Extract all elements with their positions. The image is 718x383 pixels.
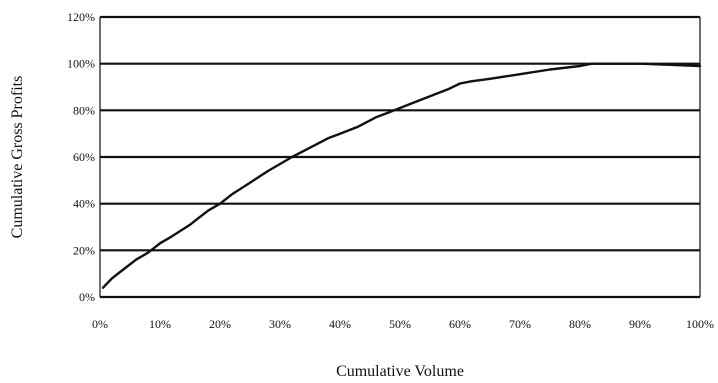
y-axis-title: Cumulative Gross Profits [9, 76, 26, 239]
curve-data-points [102, 62, 701, 288]
x-tick-label: 40% [329, 317, 351, 331]
x-tick-label: 60% [449, 317, 471, 331]
x-tick-label: 90% [629, 317, 651, 331]
x-axis-title: Cumulative Volume [336, 363, 464, 380]
y-tick-label: 60% [73, 150, 95, 164]
x-tick-label: 30% [269, 317, 291, 331]
x-tick-label: 20% [209, 317, 231, 331]
x-tick-label: 80% [569, 317, 591, 331]
y-tick-labels: 0% 20% 40% 60% 80% 100% 120% [67, 10, 95, 304]
y-tick-label: 120% [67, 10, 95, 24]
horizontal-gridlines [100, 15, 700, 299]
y-tick-label: 40% [73, 197, 95, 211]
y-tick-label: 100% [67, 57, 95, 71]
x-tick-label: 50% [389, 317, 411, 331]
y-tick-label: 80% [73, 103, 95, 117]
x-tick-label: 10% [149, 317, 171, 331]
x-tick-label: 100% [686, 317, 714, 331]
cumulative-profit-line [101, 62, 702, 289]
y-tick-label: 20% [73, 243, 95, 257]
x-tick-label: 0% [92, 317, 108, 331]
y-tick-label: 0% [79, 290, 95, 304]
x-tick-label: 70% [509, 317, 531, 331]
x-tick-labels: 0% 10% 20% 30% 40% 50% 60% 70% 80% 90% 100% [92, 317, 714, 331]
